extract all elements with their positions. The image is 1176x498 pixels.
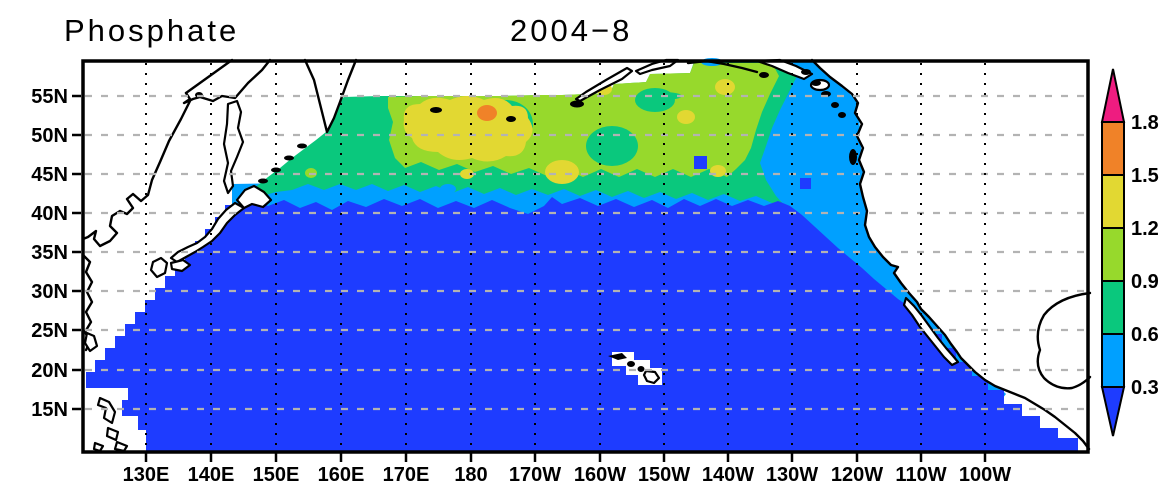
lon-label: 110W: [895, 464, 946, 486]
field-orange-spot: [477, 105, 497, 121]
phosphate-field: [86, 58, 1087, 452]
lon-label: 170W: [509, 464, 561, 486]
taiwan-island: [83, 331, 99, 353]
colorbar-seg-0.9-1.2: [1101, 227, 1125, 282]
baja-california: [902, 296, 960, 367]
colorbar-seg-0.6-0.9: [1101, 280, 1125, 335]
gulf-of-mexico-coastline: [1036, 291, 1092, 390]
kyushu-island: [149, 256, 169, 279]
lat-label: 40N: [31, 203, 68, 225]
chart-title-variable: Phosphate: [64, 13, 239, 48]
honshu-island: [169, 201, 246, 264]
lon-label: 150W: [638, 464, 690, 486]
lon-label: 100W: [959, 464, 1011, 486]
lon-label: 160W: [574, 464, 626, 486]
hokkaido-island: [235, 184, 273, 210]
lon-label: 180: [454, 464, 487, 486]
lon-label: 140W: [702, 464, 754, 486]
colorbar-arrow-bottom: [1100, 386, 1126, 437]
north-america-landmass: [812, 60, 1090, 449]
colorbar-seg-1.5-1.8: [1101, 121, 1125, 176]
coastlines-and-land: [81, 58, 1092, 453]
colorbar: 1.8 1.5 1.2 0.9 0.6 0.3: [1100, 68, 1159, 437]
lon-label: 130W: [766, 464, 818, 486]
chart-title-period: 2004−8: [510, 13, 632, 48]
map-frame: [81, 59, 1090, 454]
colorbar-tick: 1.5: [1131, 165, 1159, 187]
lat-label: 20N: [31, 360, 68, 382]
lon-label: 160E: [318, 464, 365, 486]
lat-label: 30N: [31, 281, 68, 303]
hawaii-islands-icon: [608, 353, 661, 385]
lon-label: 150E: [253, 464, 300, 486]
axis-ticks: [72, 94, 987, 462]
sakhalin-island: [222, 99, 245, 195]
asia-landmass: [83, 60, 270, 246]
colorbar-tick: 0.6: [1131, 324, 1159, 346]
okhotsk-west-coastline: [81, 99, 192, 248]
lat-label: 25N: [31, 320, 68, 342]
lon-label: 130E: [123, 464, 170, 486]
lon-label: 140E: [188, 464, 235, 486]
colorbar-tick: 0.9: [1131, 271, 1159, 293]
lat-label: 50N: [31, 125, 68, 147]
colorbar-tick: 1.2: [1131, 218, 1159, 240]
okhotsk-north-coastline: [182, 58, 272, 105]
colorbar-tick: 1.8: [1131, 112, 1159, 134]
north-america-coastline: [810, 58, 1091, 451]
lat-label: 45N: [31, 164, 68, 186]
field-blue-squares: [694, 156, 811, 189]
colorbar-labels: 1.8 1.5 1.2 0.9 0.6 0.3: [1131, 112, 1159, 399]
lat-label: 35N: [31, 242, 68, 264]
colorbar-arrow-top: [1100, 68, 1126, 123]
colorbar-tick: 0.3: [1131, 377, 1159, 399]
lat-label: 55N: [31, 86, 68, 108]
field-band-0.3-0.6: [232, 61, 1006, 404]
field-band-lt-0.3: [86, 197, 1078, 452]
lat-label: 15N: [31, 399, 68, 421]
latitude-axis-labels: 55N 50N 45N 40N 35N 30N 25N 20N 15N: [31, 86, 68, 421]
siberia-coastline: [184, 58, 234, 95]
hawaii-cells: [608, 352, 662, 385]
kamchatka-coastline: [303, 58, 358, 134]
shikoku-island: [169, 258, 192, 273]
longitude-axis-labels: 130E 140E 150E 160E 170E 180 170W 160W 1…: [123, 464, 1012, 486]
colorbar-seg-0.3-0.6: [1101, 333, 1125, 388]
colorbar-seg-1.2-1.5: [1101, 174, 1125, 229]
kuril-islands-icon: [258, 143, 307, 184]
lon-label: 170E: [383, 464, 430, 486]
lon-label: 120W: [831, 464, 883, 486]
